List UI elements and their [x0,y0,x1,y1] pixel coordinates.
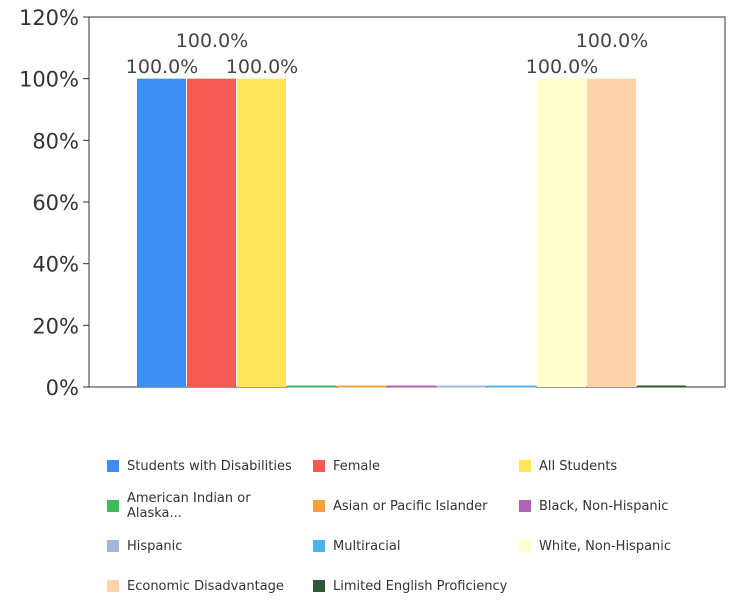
legend-item[interactable]: Students with Disabilities [107,451,312,481]
y-tick-label: 20% [32,314,79,338]
y-tick-label: 100% [19,68,79,92]
y-tick-label: 40% [32,253,79,277]
legend-label: Female [333,458,381,474]
legend-swatch [313,460,325,472]
data-label: 100.0% [526,56,598,78]
legend-item[interactable]: White, Non-Hispanic [519,531,724,561]
bar[interactable] [537,78,586,388]
legend-item[interactable]: American Indian or Alaska... [107,491,312,521]
y-tick-label: 80% [32,129,79,153]
legend-swatch [313,580,325,592]
data-label: 100.0% [576,30,648,52]
legend-swatch [519,500,531,512]
legend-swatch [313,500,325,512]
legend-label: Multiracial [333,538,401,554]
data-label: 100.0% [176,30,248,52]
legend-label: Students with Disabilities [127,458,292,474]
legend-item[interactable]: Limited English Proficiency [313,571,518,601]
legend-swatch [107,580,119,592]
legend-swatch [107,540,119,552]
bar[interactable] [237,78,286,388]
bar[interactable] [137,78,186,388]
y-tick-label: 60% [32,191,79,215]
legend-label: White, Non-Hispanic [539,538,672,554]
y-tick-label: 0% [46,376,79,400]
y-tick-label: 120% [19,6,79,30]
legend-item[interactable]: All Students [519,451,724,481]
data-label: 100.0% [126,56,198,78]
legend-label: American Indian or Alaska... [127,491,251,521]
legend-item[interactable]: Multiracial [313,531,518,561]
legend-swatch [107,500,119,512]
legend-item[interactable]: Economic Disadvantage [107,571,312,601]
data-label: 100.0% [226,56,298,78]
bar[interactable] [187,78,236,388]
legend-swatch [519,460,531,472]
legend-swatch [519,540,531,552]
legend-item[interactable]: Female [313,451,518,481]
legend-label: Limited English Proficiency [333,578,508,594]
legend-label: Hispanic [127,538,183,554]
legend-swatch [107,460,119,472]
chart-legend: Students with Disabilities Female All Stud… [0,440,746,610]
legend-item[interactable]: Black, Non-Hispanic [519,491,724,521]
bar[interactable] [587,78,636,388]
legend-swatch [313,540,325,552]
legend-item[interactable]: Hispanic [107,531,312,561]
legend-label: Economic Disadvantage [127,578,284,594]
plot-area: 0% 20% 40% 60% 80% 100% 120% 100.0% 100.0% 100.0%… [19,6,726,400]
legend-label: Black, Non-Hispanic [539,498,669,514]
legend-item[interactable]: Asian or Pacific Islander [313,491,518,521]
legend-label: Asian or Pacific Islander [333,498,488,514]
bar-chart: 0% 20% 40% 60% 80% 100% 120% 100.0% 100.0% 100.0%… [19,6,726,400]
legend-label: All Students [539,458,618,474]
